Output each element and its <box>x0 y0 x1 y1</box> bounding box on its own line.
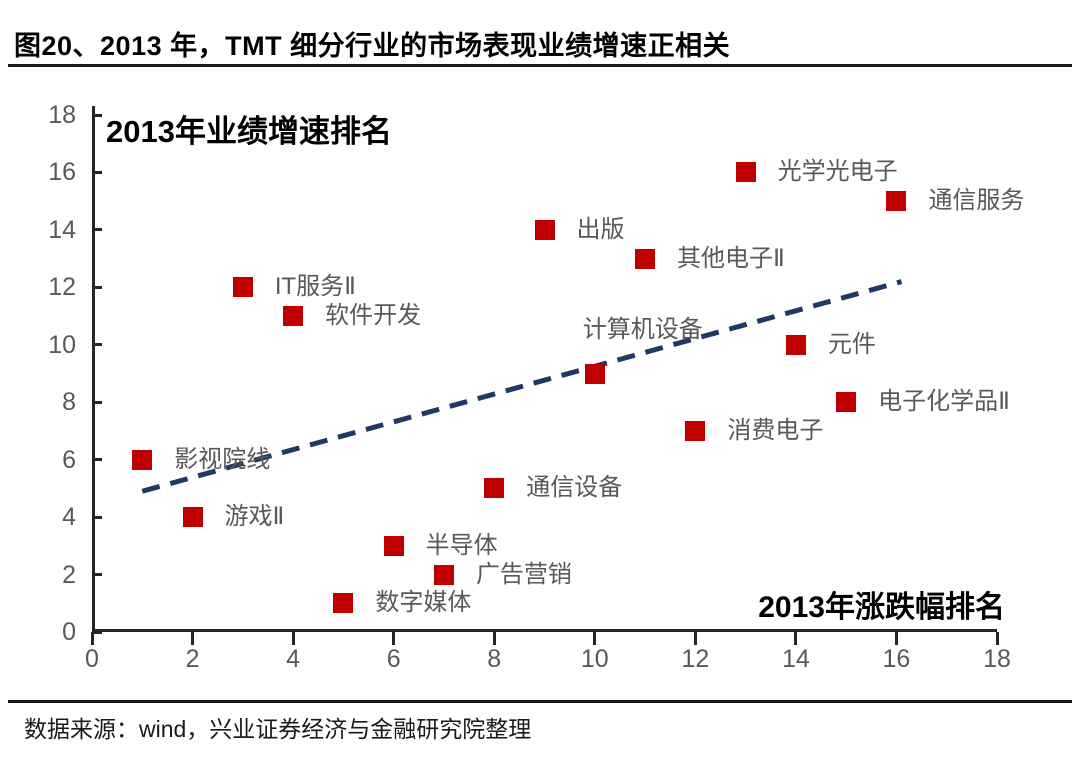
data-point-label: 元件 <box>827 330 876 358</box>
x-tick-label: 0 <box>85 645 99 673</box>
data-point-label: 数字媒体 <box>375 589 472 617</box>
data-point-label: 通信服务 <box>928 187 1025 215</box>
data-point-label: 光学光电子 <box>777 158 898 186</box>
x-tick-label: 16 <box>882 645 911 673</box>
x-tick-label: 12 <box>681 645 710 673</box>
x-axis-tick <box>894 632 898 645</box>
data-point-marker <box>635 248 656 269</box>
footer-divider <box>8 700 1072 703</box>
data-point-marker <box>232 277 253 298</box>
data-point-label: 影视院线 <box>174 445 271 473</box>
x-axis-tick <box>291 632 295 645</box>
y-axis-tick <box>92 113 102 117</box>
data-point-label: 游戏Ⅱ <box>224 503 285 531</box>
y-axis-tick <box>92 228 102 232</box>
y-axis-tick <box>92 458 102 462</box>
y-tick-label: 16 <box>48 158 76 187</box>
y-axis-tick <box>92 573 102 577</box>
data-point-marker <box>534 219 555 240</box>
x-tick-label: 18 <box>983 645 1011 673</box>
data-point-marker <box>132 449 153 470</box>
x-tick-label: 4 <box>286 645 301 673</box>
x-tick-label: 6 <box>386 645 401 673</box>
data-point-label: 计算机设备 <box>582 315 703 343</box>
y-tick-label: 2 <box>62 560 76 589</box>
data-point-marker <box>484 478 505 499</box>
data-point-label: 半导体 <box>425 531 498 559</box>
data-point-marker <box>433 564 454 585</box>
x-tick-label: 8 <box>487 645 502 673</box>
y-tick-label: 6 <box>62 445 76 474</box>
data-point-marker <box>886 191 907 212</box>
y-axis-tick <box>92 343 102 347</box>
figure-title: 图20、2013 年，TMT 细分行业的市场表现业绩增速正相关 <box>14 31 731 61</box>
data-point-label: 电子化学品Ⅱ <box>878 388 1010 416</box>
x-axis-tick <box>191 632 195 645</box>
y-tick-label: 18 <box>48 101 76 129</box>
source-text: 数据来源：wind，兴业证券经济与金融研究院整理 <box>24 716 532 742</box>
data-point-label: 广告营销 <box>475 560 572 588</box>
x-axis-tick <box>693 632 697 645</box>
data-point-marker <box>333 593 354 614</box>
data-point-marker <box>182 507 203 528</box>
y-axis-tick <box>92 170 102 174</box>
data-point-marker <box>383 535 404 556</box>
y-tick-label: 8 <box>62 388 76 417</box>
y-axis-tick <box>92 285 102 289</box>
data-point-label: IT服务Ⅱ <box>274 273 356 301</box>
x-axis-tick <box>492 632 496 645</box>
y-axis-title: 2013年业绩增速排名 <box>106 114 392 149</box>
x-tick-label: 10 <box>580 645 609 673</box>
x-axis-title: 2013年涨跌幅排名 <box>758 591 1005 624</box>
x-tick-label: 14 <box>781 645 810 673</box>
title-divider <box>8 64 1072 67</box>
data-point-label: 消费电子 <box>727 416 824 444</box>
data-point-label: 软件开发 <box>325 302 422 330</box>
y-axis-tick <box>92 515 102 519</box>
x-tick-label: 2 <box>185 645 200 673</box>
y-axis-tick <box>92 400 102 404</box>
data-point-marker <box>584 363 605 384</box>
x-axis-tick <box>392 632 396 645</box>
plot-area <box>92 106 997 632</box>
data-point-marker <box>785 334 806 355</box>
x-axis-tick <box>995 632 999 645</box>
y-tick-label: 14 <box>48 215 76 244</box>
data-point-label: 其他电子Ⅱ <box>677 244 785 272</box>
data-point-marker <box>685 420 706 441</box>
y-tick-label: 0 <box>62 618 76 646</box>
x-axis-tick <box>90 632 94 645</box>
data-point-marker <box>283 306 304 327</box>
x-axis-tick <box>794 632 798 645</box>
y-tick-label: 4 <box>62 503 76 532</box>
x-axis-tick <box>593 632 597 645</box>
data-point-label: 出版 <box>576 215 625 243</box>
data-point-label: 通信设备 <box>526 474 623 502</box>
data-point-marker <box>836 392 857 413</box>
data-point-marker <box>735 162 756 183</box>
y-tick-label: 12 <box>48 273 76 302</box>
y-tick-label: 10 <box>48 330 76 359</box>
y-axis-tick <box>92 630 102 634</box>
